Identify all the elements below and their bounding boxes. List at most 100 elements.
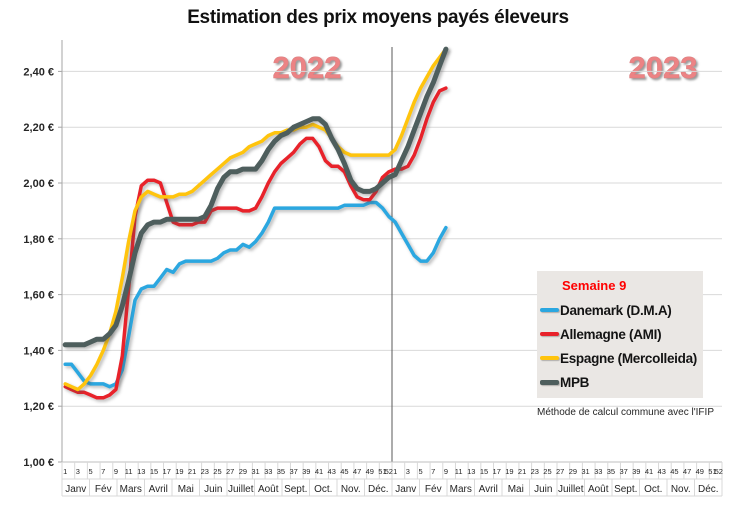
- method-note: Méthode de calcul commune avec l'IFIP: [537, 407, 714, 418]
- week-label: 7: [101, 467, 105, 476]
- legend-item-mpb: MPB: [537, 370, 703, 394]
- month-label: Fév: [425, 484, 442, 495]
- month-label: Oct.: [314, 484, 332, 495]
- week-label: 45: [670, 467, 678, 476]
- y-axis-label: 1,60 €: [23, 290, 54, 302]
- week-label: 35: [277, 467, 285, 476]
- week-label: 3: [76, 467, 80, 476]
- week-label: 45: [340, 467, 348, 476]
- month-label: Août: [588, 484, 609, 495]
- week-label: 41: [645, 467, 653, 476]
- month-label: Août: [258, 484, 279, 495]
- legend-item-espagne: Espagne (Mercolleida): [537, 346, 703, 370]
- month-label: Janv: [65, 484, 86, 495]
- year-label-2023: 2023: [628, 50, 698, 86]
- espagne-line-swatch-icon: [540, 356, 559, 360]
- week-label: 17: [163, 467, 171, 476]
- mpb-line-swatch-icon: [540, 379, 559, 385]
- week-label: 43: [328, 467, 336, 476]
- month-label: Juin: [534, 484, 552, 495]
- week-label: 39: [632, 467, 640, 476]
- week-label: 29: [239, 467, 247, 476]
- week-label: 52: [715, 467, 723, 476]
- week-label: 5: [88, 467, 92, 476]
- legend-label: Allemagne (AMI): [560, 326, 662, 342]
- week-label: 37: [289, 467, 297, 476]
- month-label: Mars: [450, 484, 472, 495]
- y-axis-label: 1,40 €: [23, 345, 54, 357]
- legend-label: MPB: [560, 374, 590, 390]
- week-label: 9: [444, 467, 448, 476]
- week-label: 23: [201, 467, 209, 476]
- month-label: Janv: [395, 484, 416, 495]
- month-label: Oct.: [644, 484, 662, 495]
- allemagne-line-swatch-icon: [540, 332, 559, 336]
- week-label: 33: [594, 467, 602, 476]
- series-line-danemark: [63, 200, 448, 389]
- week-label: 47: [353, 467, 361, 476]
- y-axis-label: 1,20 €: [23, 401, 54, 413]
- week-label: 49: [366, 467, 374, 476]
- week-label: 3: [406, 467, 410, 476]
- week-label: 31: [581, 467, 589, 476]
- week-label: 27: [226, 467, 234, 476]
- legend-item-danemark: Danemark (D.M.A): [537, 298, 703, 322]
- y-axis-label: 1,80 €: [23, 234, 54, 246]
- week-label: 43: [658, 467, 666, 476]
- week-label: 13: [137, 467, 145, 476]
- week-label: 51: [708, 467, 716, 476]
- month-label: Sept.: [614, 484, 637, 495]
- week-label: 19: [175, 467, 183, 476]
- week-label: 41: [315, 467, 323, 476]
- legend: Semaine 9 Danemark (D.M.A) Allemagne (AM…: [537, 271, 703, 398]
- week-label: 17: [493, 467, 501, 476]
- week-label: 13: [467, 467, 475, 476]
- y-axis-label: 1,00 €: [23, 457, 54, 469]
- month-label: Avril: [149, 484, 168, 495]
- chart-title: Estimation des prix moyens payés éleveur…: [187, 7, 569, 28]
- year-label-2022: 2022: [272, 50, 342, 86]
- month-label: Fév: [95, 484, 112, 495]
- month-label: Sept.: [284, 484, 307, 495]
- week-label: 11: [455, 467, 463, 476]
- week-label: 1: [393, 467, 397, 476]
- week-label: 29: [569, 467, 577, 476]
- month-label: Mars: [120, 484, 142, 495]
- month-label: Nov.: [341, 484, 361, 495]
- week-label: 25: [213, 467, 221, 476]
- y-axis-label: 2,20 €: [23, 122, 54, 134]
- week-label: 49: [696, 467, 704, 476]
- week-label: 7: [431, 467, 435, 476]
- week-label: 11: [125, 467, 133, 476]
- month-label: Juillet: [228, 484, 254, 495]
- month-label: Avril: [479, 484, 498, 495]
- legend-title: Semaine 9: [562, 278, 627, 293]
- month-label: Nov.: [671, 484, 691, 495]
- week-label: 33: [264, 467, 272, 476]
- week-label: 35: [607, 467, 615, 476]
- y-axis-label: 2,00 €: [23, 178, 54, 190]
- month-label: Déc.: [368, 484, 389, 495]
- month-label: Juillet: [558, 484, 584, 495]
- week-label: 51: [378, 467, 386, 476]
- week-label: 25: [543, 467, 551, 476]
- series-line-espagne: [63, 47, 448, 392]
- month-label: Déc.: [698, 484, 719, 495]
- month-label: Juin: [204, 484, 222, 495]
- week-label: 5: [418, 467, 422, 476]
- legend-label: Espagne (Mercolleida): [560, 350, 697, 366]
- week-label: 47: [683, 467, 691, 476]
- week-label: 27: [556, 467, 564, 476]
- week-label: 52: [385, 467, 393, 476]
- week-label: 37: [619, 467, 627, 476]
- week-label: 23: [531, 467, 539, 476]
- month-label: Mai: [508, 484, 524, 495]
- week-label: 21: [518, 467, 526, 476]
- week-label: 9: [114, 467, 118, 476]
- series-line-mpb: [62, 46, 449, 348]
- legend-item-allemagne: Allemagne (AMI): [537, 322, 703, 346]
- week-label: 19: [505, 467, 513, 476]
- week-label: 39: [302, 467, 310, 476]
